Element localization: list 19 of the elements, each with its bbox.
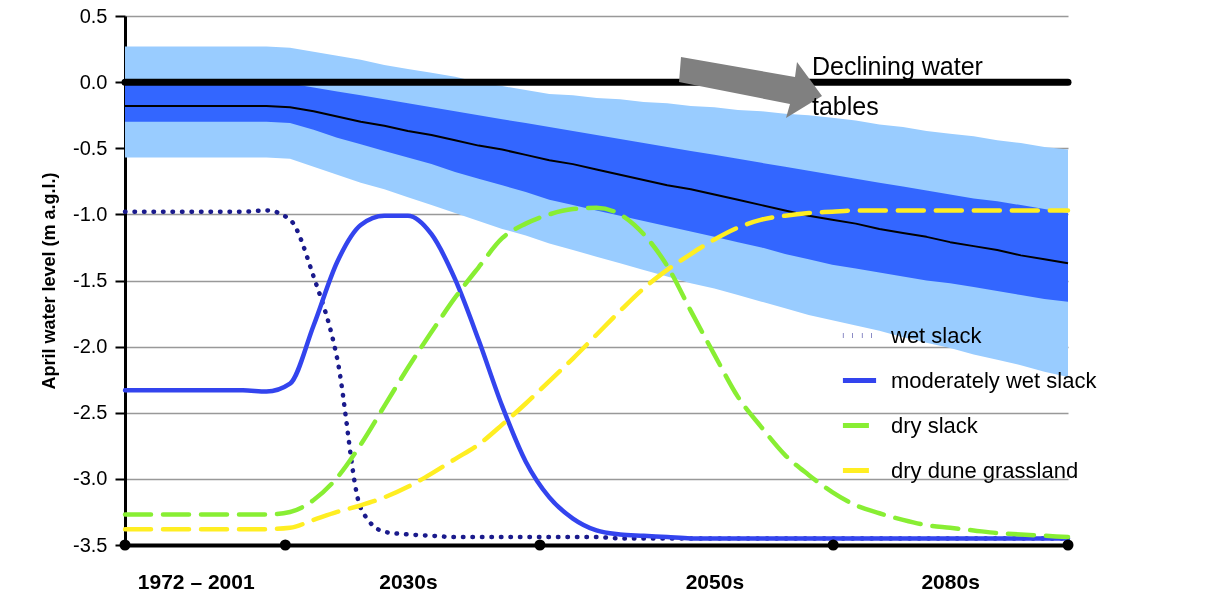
- x-tick-label: 1972 – 2001: [137, 569, 255, 593]
- annotation: Declining water tables: [812, 51, 984, 122]
- y-tick-label: -1.5: [73, 269, 108, 291]
- y-tick-label: -2.0: [73, 335, 108, 358]
- y-tick-label: 0.0: [79, 70, 108, 93]
- x-tick-label: 2050s: [685, 569, 745, 593]
- y-tick-label: -2.5: [73, 401, 108, 424]
- legend-label: wet slack: [890, 322, 983, 348]
- y-tick-label: -0.5: [73, 136, 108, 159]
- y-tick-label: -3.5: [73, 533, 108, 556]
- legend-label: dry slack: [891, 412, 979, 438]
- x-tick-label: 2080s: [921, 569, 980, 593]
- x-tick-label: 2030s: [379, 569, 438, 593]
- y-tick-label: -1.0: [73, 202, 108, 225]
- y-tick-label: -3.0: [73, 467, 108, 490]
- y-tick-label: 0.5: [79, 4, 108, 27]
- legend-label: moderately wet slack: [891, 367, 1098, 393]
- y-axis-title: April water level (m a.g.l.): [39, 172, 60, 390]
- legend-label: dry dune grassland: [891, 457, 1079, 483]
